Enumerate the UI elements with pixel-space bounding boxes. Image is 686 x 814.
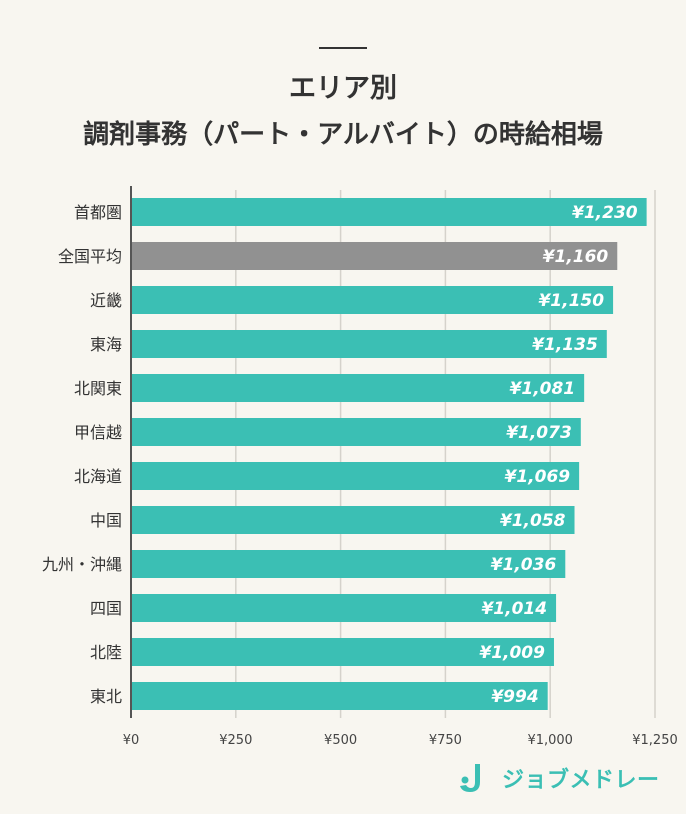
x-tick-label: ¥0: [123, 733, 140, 748]
data-label: ¥1,150: [538, 291, 604, 311]
data-label: ¥1,036: [491, 555, 557, 575]
title-rule: [319, 47, 367, 49]
bar: [131, 594, 557, 622]
chart-title-line1: エリア別: [289, 73, 397, 104]
bar: [131, 330, 607, 358]
bar: [131, 418, 581, 446]
x-tick-label: ¥250: [219, 733, 252, 748]
category-label: 北陸: [90, 643, 122, 662]
bar: [131, 374, 585, 402]
bar: [131, 638, 554, 666]
category-label: 九州・沖縄: [42, 555, 122, 574]
data-label: ¥1,135: [532, 335, 598, 355]
category-label: 四国: [90, 599, 122, 618]
bar: [131, 462, 580, 490]
data-label: ¥1,069: [505, 467, 571, 487]
category-label: 中国: [90, 511, 122, 530]
brand-logo-icon: [460, 764, 480, 792]
data-label: ¥1,014: [481, 599, 547, 619]
bar: [131, 198, 647, 226]
bar: [131, 550, 566, 578]
data-label: ¥994: [491, 687, 538, 707]
category-label: 東海: [90, 335, 122, 354]
category-label: 甲信越: [74, 423, 122, 442]
data-label: ¥1,081: [510, 379, 576, 399]
data-label: ¥1,009: [479, 643, 545, 663]
bar: [131, 506, 575, 534]
data-label: ¥1,230: [572, 203, 638, 223]
x-tick-label: ¥1,000: [527, 733, 573, 748]
bar: [131, 682, 548, 710]
category-label: 全国平均: [58, 247, 122, 266]
data-label: ¥1,058: [500, 511, 566, 531]
chart-title-line2: 調剤事務（パート・アルバイト）の時給相場: [83, 120, 603, 150]
category-label: 北海道: [74, 467, 122, 486]
brand-logo: ジョブメドレー: [456, 758, 660, 798]
x-tick-label: ¥1,250: [632, 733, 678, 748]
category-label: 東北: [90, 687, 122, 706]
x-tick-label: ¥500: [324, 733, 357, 748]
category-label: 北関東: [74, 379, 122, 398]
data-label: ¥1,073: [506, 423, 572, 443]
category-label: 近畿: [90, 291, 122, 310]
x-tick-label: ¥750: [429, 733, 462, 748]
bar: [131, 242, 618, 270]
category-label: 首都圏: [74, 203, 122, 222]
brand-logo-text: ジョブメドレー: [502, 768, 660, 793]
data-label: ¥1,160: [543, 247, 609, 267]
bar: [131, 286, 614, 314]
